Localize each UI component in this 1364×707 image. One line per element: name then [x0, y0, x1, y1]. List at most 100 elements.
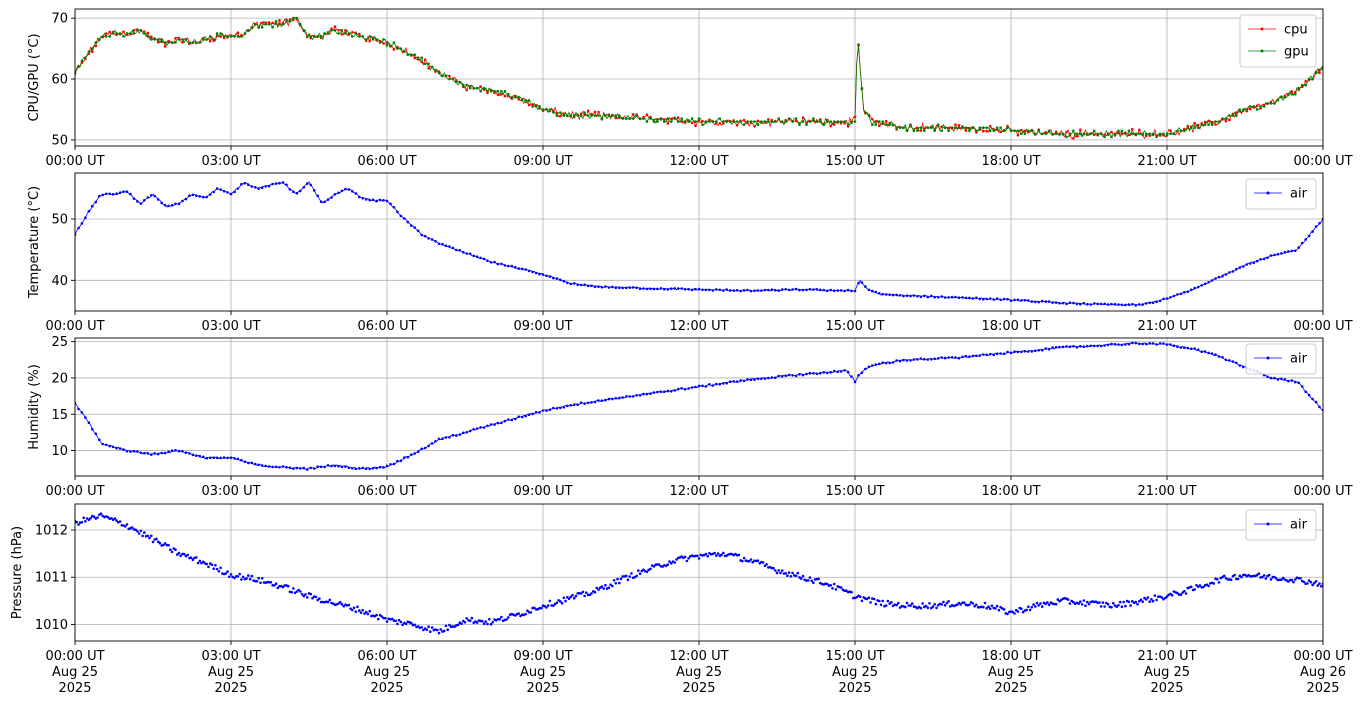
data-point [1276, 378, 1280, 381]
x-tick-label: 00:00 UT [45, 154, 104, 169]
data-point [739, 289, 742, 293]
data-point [959, 603, 962, 606]
data-point [333, 25, 337, 28]
data-point [1195, 584, 1198, 587]
data-point [704, 552, 708, 556]
x-tick-label: 00:00 UT [1293, 484, 1352, 499]
data-point [143, 199, 146, 202]
data-point [593, 400, 597, 404]
data-point [534, 271, 538, 275]
data-point [1061, 345, 1065, 349]
data-point [843, 289, 846, 293]
data-point [659, 287, 663, 290]
data-point [687, 387, 690, 390]
data-point [905, 294, 909, 298]
data-point [791, 374, 794, 377]
data-point [597, 588, 600, 591]
data-point [1217, 275, 1221, 279]
data-point [1103, 302, 1106, 306]
y-tick-label: 1010 [35, 618, 68, 633]
data-point [184, 38, 188, 41]
legend-box [1245, 343, 1317, 375]
data-point [1196, 126, 1200, 129]
data-point [306, 468, 309, 471]
data-point [1207, 584, 1210, 588]
data-point [510, 96, 514, 99]
data-point [390, 617, 394, 621]
data-point [87, 421, 91, 425]
legend-label-air: air [1290, 518, 1308, 533]
data-point [749, 378, 753, 382]
data-point [207, 565, 210, 569]
data-point [368, 198, 372, 202]
data-point [1139, 598, 1143, 601]
data-point [1179, 593, 1183, 596]
data-point [794, 117, 798, 120]
data-point [104, 32, 108, 35]
data-point [389, 463, 392, 466]
data-point [552, 111, 555, 114]
data-point [507, 92, 510, 96]
data-point [1280, 252, 1283, 255]
data-point [472, 254, 476, 258]
data-point [493, 260, 496, 264]
data-point [514, 96, 517, 99]
data-point [264, 22, 268, 26]
data-point [812, 117, 815, 120]
data-point [722, 289, 725, 292]
data-point [708, 120, 711, 123]
data-point [208, 456, 212, 460]
data-point [690, 117, 694, 120]
data-point [312, 35, 316, 38]
data-point [392, 206, 396, 209]
data-point [787, 288, 791, 292]
data-point [1179, 346, 1183, 349]
data-point [1002, 129, 1006, 133]
data-point [631, 286, 635, 289]
data-point [761, 561, 765, 564]
data-point [1300, 241, 1304, 245]
data-point [375, 613, 378, 617]
data-point [832, 582, 836, 586]
data-point [1138, 599, 1141, 603]
data-point [434, 440, 437, 443]
data-point [930, 294, 933, 298]
data-point [621, 575, 624, 578]
data-point [526, 609, 529, 612]
data-point [1297, 246, 1300, 249]
data-point [988, 297, 992, 300]
legend: air [1245, 178, 1317, 210]
data-point [567, 597, 571, 601]
data-point [304, 593, 307, 596]
data-point [1202, 585, 1205, 589]
data-point [240, 458, 243, 462]
data-point [146, 35, 150, 38]
data-point [909, 294, 912, 298]
data-point [566, 114, 569, 117]
data-point [562, 405, 566, 409]
data-point [663, 120, 666, 123]
data-point [748, 560, 751, 563]
data-point [1165, 343, 1169, 346]
data-point [378, 41, 382, 44]
data-point [84, 216, 87, 219]
data-point [1210, 123, 1214, 126]
data-point [680, 120, 683, 123]
data-point [481, 620, 484, 623]
data-point [1304, 83, 1307, 87]
data-point [323, 200, 326, 204]
data-point [943, 296, 947, 299]
data-point [245, 577, 248, 580]
data-point [718, 288, 722, 292]
data-point [1054, 301, 1058, 304]
data-point [1238, 364, 1242, 367]
data-point [656, 120, 659, 123]
data-point [982, 605, 985, 609]
data-point [687, 557, 690, 560]
data-point [1086, 344, 1089, 348]
data-point [278, 19, 281, 22]
data-point [819, 288, 822, 292]
data-point [800, 577, 803, 580]
data-point [722, 551, 725, 555]
data-point [359, 611, 363, 614]
